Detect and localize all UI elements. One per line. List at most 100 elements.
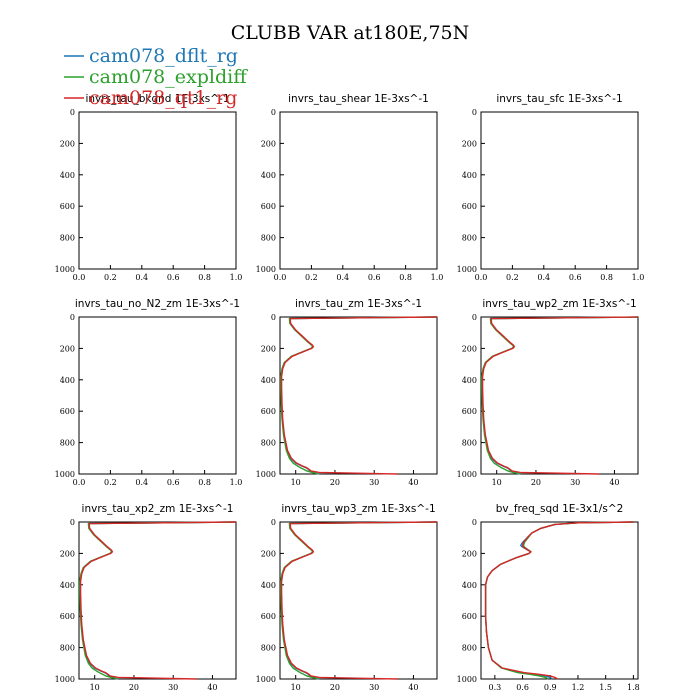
x-tick-label: 0.3: [488, 683, 501, 692]
x-tick-label: 0.0: [274, 273, 287, 282]
plot-frame: [279, 521, 438, 680]
y-tick-label: 600: [261, 407, 276, 416]
series-line-3: [481, 316, 639, 475]
x-tick-label: 0.6: [368, 273, 381, 282]
series-line-2: [481, 316, 639, 475]
x-tick-label: 0.2: [104, 478, 117, 487]
x-tick-label: 40: [609, 478, 619, 487]
x-tick-label: 0.9: [544, 683, 557, 692]
x-tick-label: 0.6: [167, 478, 180, 487]
y-tick-label: 0: [271, 518, 276, 527]
series-line-1: [484, 521, 634, 680]
x-tick-label: 0.8: [198, 273, 211, 282]
plot-frame: [480, 111, 639, 270]
y-tick-label: 800: [462, 644, 477, 653]
x-tick-label: 30: [369, 683, 379, 692]
x-tick-label: 30: [168, 683, 178, 692]
panel-1: invrs_tau_bkgnd 1E-3xs^-1 0 200 400 600 800 10…: [55, 93, 243, 282]
y-tick-label: 200: [462, 344, 477, 353]
y-tick-label: 1000: [256, 470, 276, 479]
legend-label: cam078_qt1_rg: [89, 87, 237, 109]
y-tick-label: 800: [462, 234, 477, 243]
y-tick-label: 800: [60, 439, 75, 448]
y-tick-label: 1000: [457, 470, 477, 479]
series-line-3: [280, 521, 438, 680]
panel-title: invrs_tau_sfc 1E-3xs^-1: [496, 93, 622, 105]
y-tick-label: 400: [462, 581, 477, 590]
y-tick-label: 200: [261, 344, 276, 353]
legend: cam078_dflt_rgcam078_expldiffcam078_qt1_…: [64, 45, 248, 109]
y-tick-label: 600: [261, 202, 276, 211]
series-line-2: [280, 521, 438, 680]
y-tick-label: 200: [261, 549, 276, 558]
x-tick-label: 30: [369, 478, 379, 487]
y-tick-label: 400: [462, 376, 477, 385]
y-tick-label: 200: [462, 139, 477, 148]
y-tick-label: 800: [60, 234, 75, 243]
y-tick-label: 1000: [55, 470, 75, 479]
series-line-2: [280, 316, 438, 475]
series-line-2: [484, 521, 634, 680]
panel-8: invrs_tau_wp3_zm 1E-3xs^-1 0 200 400 600 800 1…: [256, 503, 438, 692]
y-tick-label: 200: [60, 139, 75, 148]
x-tick-label: 0.6: [167, 273, 180, 282]
y-tick-label: 400: [261, 171, 276, 180]
y-tick-label: 400: [462, 171, 477, 180]
x-tick-label: 1.0: [431, 273, 444, 282]
panel-4: invrs_tau_no_N2_zm 1E-3xs^-10 200 400 600 80…: [55, 298, 243, 487]
series-line-3: [79, 521, 237, 680]
legend-label: cam078_expldiff: [89, 66, 248, 88]
y-tick-label: 0: [70, 518, 75, 527]
x-tick-label: 0.2: [104, 273, 117, 282]
x-tick-label: 10: [90, 683, 100, 692]
plot-frame: [78, 521, 237, 680]
panels: invrs_tau_bkgnd 1E-3xs^-1020040060080010…: [55, 93, 645, 692]
x-tick-label: 0.0: [73, 273, 86, 282]
plot-frame: [480, 316, 639, 475]
y-tick-label: 800: [60, 644, 75, 653]
y-tick-label: 1000: [256, 265, 276, 274]
x-tick-label: 10: [492, 478, 502, 487]
panel-6: invrs_tau_wp2_zm 1E-3xs^-1 0 200 400 600 800 1…: [457, 298, 639, 487]
x-tick-label: 0.2: [506, 273, 519, 282]
panel-title: invrs_tau_xp2_zm 1E-3xs^-1: [82, 503, 234, 515]
y-tick-label: 1000: [457, 265, 477, 274]
plot-frame: [78, 316, 237, 475]
x-tick-label: 40: [408, 683, 418, 692]
legend-label: cam078_dflt_rg: [89, 45, 238, 67]
x-tick-label: 20: [330, 478, 340, 487]
x-tick-label: 40: [408, 478, 418, 487]
panel-title: invrs_tau_shear 1E-3xs^-1: [288, 93, 429, 105]
series-line-1: [280, 521, 438, 680]
y-tick-label: 1000: [256, 675, 276, 684]
y-tick-label: 200: [60, 344, 75, 353]
figure-title: CLUBB VAR at180E,75N: [231, 22, 470, 44]
y-tick-label: 400: [60, 376, 75, 385]
x-tick-label: 1.0: [230, 273, 243, 282]
y-tick-label: 0: [271, 108, 276, 117]
y-tick-label: 600: [60, 407, 75, 416]
y-tick-label: 800: [261, 234, 276, 243]
plot-frame: [78, 111, 237, 270]
series-line-1: [481, 316, 639, 475]
panel-title: bv_freq_sqd 1E-3x1/s^2: [496, 503, 624, 515]
panel-9: bv_freq_sqd 1E-3x1/s^2 0 200 400 600 800 1000 0…: [457, 503, 640, 692]
y-tick-label: 200: [60, 549, 75, 558]
x-tick-label: 10: [291, 683, 301, 692]
panel-5: invrs_tau_zm 1E-3xs^-1 0 200 400 600 800 1000 1…: [256, 298, 438, 487]
panel-7: invrs_tau_xp2_zm 1E-3xs^-1 0 200 400 600 800 1…: [55, 503, 237, 692]
y-tick-label: 400: [60, 171, 75, 180]
x-tick-label: 30: [570, 478, 580, 487]
series-line-2: [79, 521, 237, 680]
x-tick-label: 0.4: [135, 273, 148, 282]
x-tick-label: 0.8: [399, 273, 412, 282]
plot-frame: [279, 111, 438, 270]
series-line-1: [280, 316, 438, 475]
x-tick-label: 20: [330, 683, 340, 692]
series-line-3: [484, 521, 634, 680]
y-tick-label: 0: [472, 108, 477, 117]
panel-title: invrs_tau_wp3_zm 1E-3xs^-1: [281, 503, 435, 515]
panel-2: invrs_tau_shear 1E-3xs^-1 0 200 400 600 800 10…: [256, 93, 444, 282]
x-tick-label: 1.2: [572, 683, 585, 692]
